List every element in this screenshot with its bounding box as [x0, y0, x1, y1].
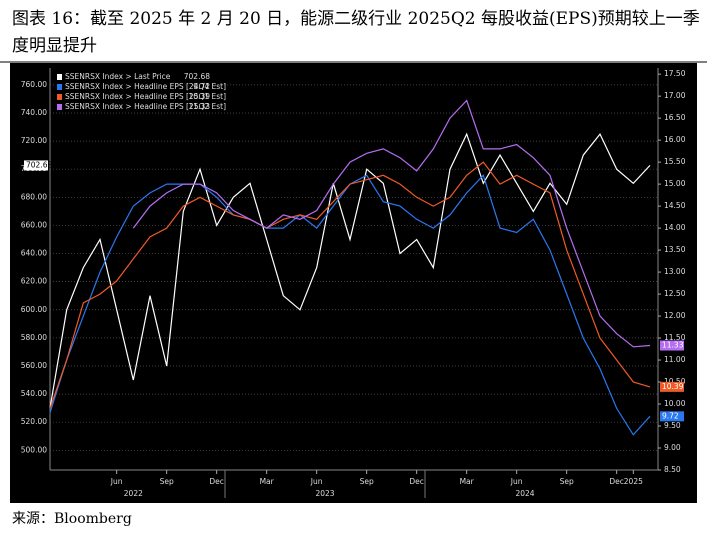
y-tick-label: 660.00 — [21, 220, 47, 229]
x-tick-label: Jun — [510, 477, 523, 486]
legend-swatch — [57, 104, 62, 110]
x-tick-label: Dec — [609, 477, 624, 486]
x-tick-label: Dec — [409, 477, 424, 486]
legend-value: 10.39 — [189, 92, 211, 101]
y2-tick-label: 16.50 — [664, 113, 686, 122]
x-tick-label: Sep — [360, 477, 374, 486]
y-tick-label: 600.00 — [21, 305, 47, 314]
y2-tick-label: 17.00 — [664, 91, 686, 100]
y2-tick-label: 12.50 — [664, 289, 686, 298]
y2-tick-label: 10.00 — [664, 399, 686, 408]
y2-tick-label: 8.50 — [664, 465, 681, 474]
chart: 500.00 520.00 540.00 560.00 580.00 600.00 620.… — [0, 61, 707, 503]
y-tick-label: 720.00 — [21, 136, 47, 145]
legend-swatch — [57, 84, 62, 90]
series-line — [49, 132, 651, 409]
legend-swatch — [57, 94, 62, 100]
legend-label: SSENRSX Index > Headline EPS [25Q1 Est] — [65, 92, 226, 101]
x-tick-label: Sep — [560, 477, 574, 486]
y-tick-label: 580.00 — [21, 333, 47, 342]
chart-background — [10, 63, 697, 503]
y2-tick-label: 14.50 — [664, 201, 686, 210]
x-tick-label: Sep — [160, 477, 174, 486]
series-line — [49, 161, 651, 409]
y2-tick-label: 11.50 — [664, 333, 686, 342]
value-badge — [24, 160, 48, 171]
value-badge-label: 9.72 — [662, 411, 679, 420]
y-tick-label: 560.00 — [21, 361, 47, 370]
year-label: 2022 — [124, 489, 143, 498]
value-badge-label: 702.68 — [26, 160, 52, 169]
value-badge — [660, 340, 684, 351]
y2-tick-label: 15.00 — [664, 179, 686, 188]
y2-tick-label: 9.00 — [664, 443, 681, 452]
y-tick-label: 620.00 — [21, 277, 47, 286]
year-label: 2023 — [315, 489, 334, 498]
y-tick-label: 640.00 — [21, 249, 47, 258]
legend-swatch — [57, 74, 62, 80]
value-badge-label: 10.39 — [662, 382, 684, 391]
legend-value: 9.72 — [193, 82, 210, 91]
y-tick-label: 540.00 — [21, 389, 47, 398]
value-badge-label: 11.33 — [662, 341, 684, 350]
y-tick-label: 520.00 — [21, 417, 47, 426]
x-tick-label: 2025 — [624, 477, 643, 486]
value-badge — [660, 411, 684, 422]
x-tick-label: Dec — [209, 477, 224, 486]
y2-tick-label: 13.00 — [664, 267, 686, 276]
y-tick-label: 500.00 — [21, 445, 47, 454]
x-tick-label: Jun — [110, 477, 123, 486]
y-tick-label: 680.00 — [21, 192, 47, 201]
y2-tick-label: 9.50 — [664, 421, 681, 430]
value-badge — [660, 381, 684, 392]
chart-title: 图表 16：截至 2025 年 2 月 20 日，能源二级行业 2025Q2 每… — [12, 9, 700, 56]
source: 来源：Bloomberg — [12, 511, 132, 527]
y2-tick-label: 15.50 — [664, 157, 686, 166]
y2-tick-label: 17.50 — [664, 69, 686, 78]
series-line — [132, 99, 651, 348]
legend-label: SSENRSX Index > Last Price — [65, 72, 171, 81]
year-label: 2024 — [515, 489, 534, 498]
legend-label: SSENRSX Index > Headline EPS [24Q4 Est] — [65, 82, 226, 91]
x-tick-label: Mar — [260, 477, 275, 486]
legend-label: SSENRSX Index > Headline EPS [25Q2 Est] — [65, 102, 226, 111]
y2-tick-label: 16.00 — [664, 135, 686, 144]
x-tick-label: Jun — [310, 477, 323, 486]
legend: SSENRSX Index > Last Price 702.68SSENRSX … — [54, 72, 226, 112]
y2-tick-label: 10.50 — [664, 377, 686, 386]
legend-value: 11.33 — [189, 102, 211, 111]
y-tick-label: 740.00 — [21, 108, 47, 117]
x-tick-label: Mar — [460, 477, 475, 486]
y2-tick-label: 12.00 — [664, 311, 686, 320]
y2-tick-label: 13.50 — [664, 245, 686, 254]
legend-value: 702.68 — [184, 72, 210, 81]
y2-tick-label: 11.00 — [664, 355, 686, 364]
y-tick-label: 760.00 — [21, 80, 47, 89]
legend-background — [54, 72, 212, 112]
y2-tick-label: 14.00 — [664, 223, 686, 232]
